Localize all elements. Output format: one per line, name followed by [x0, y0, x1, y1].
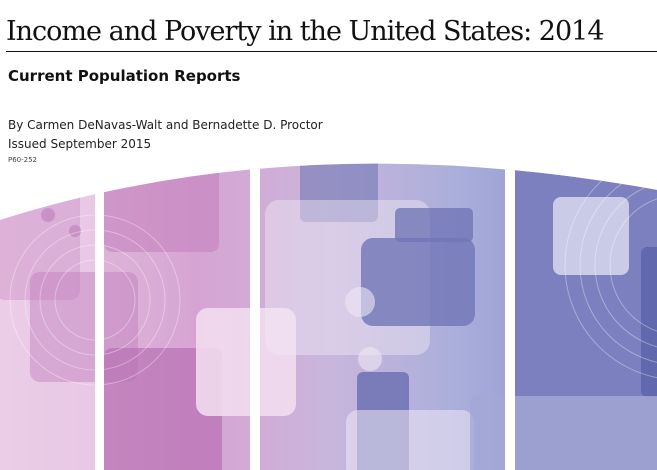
title-underline: [6, 51, 657, 52]
issue-date: Issued September 2015: [8, 137, 152, 151]
report-series: Current Population Reports: [8, 67, 241, 85]
report-authors: By Carmen DeNavas-Walt and Bernadette D.…: [8, 118, 323, 132]
artwork-band: [0, 163, 657, 470]
report-number: P60-252: [8, 156, 38, 164]
report-title: Income and Poverty in the United States:…: [6, 16, 605, 47]
